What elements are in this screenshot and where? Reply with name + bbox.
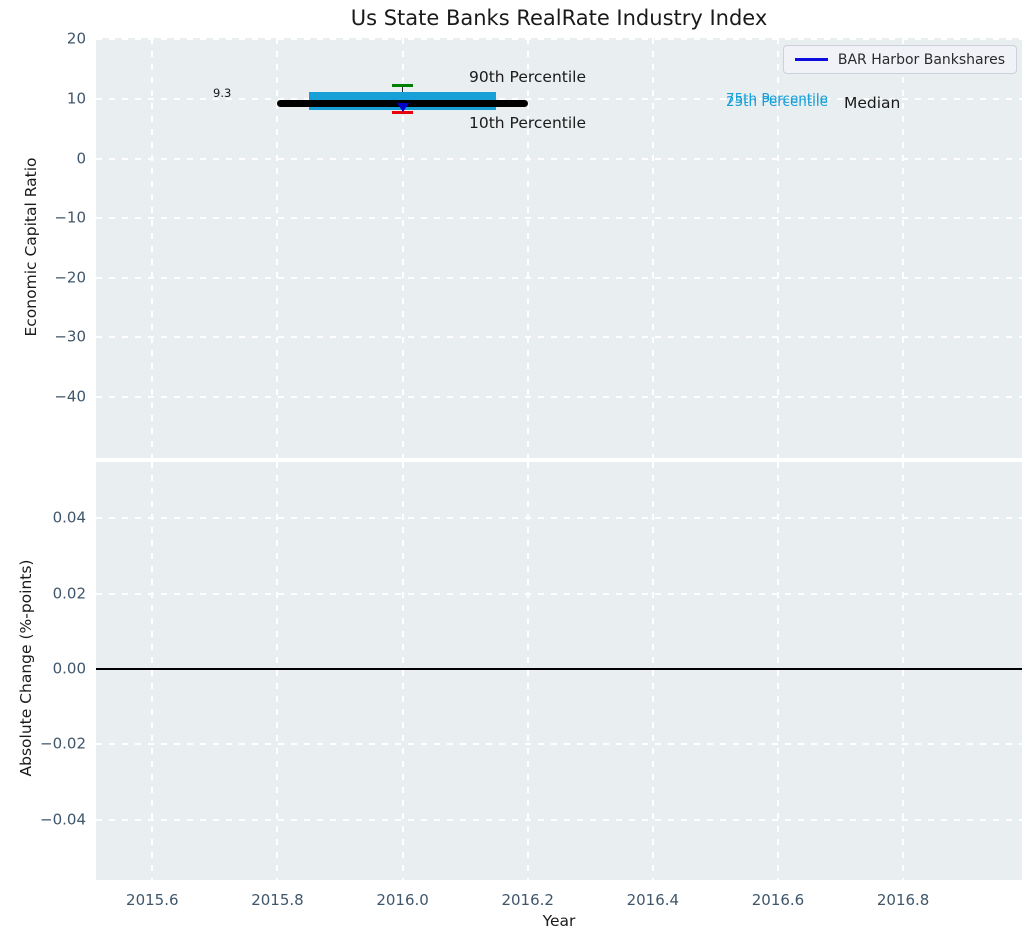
median-value-annotation: 9.3 [213,86,232,100]
p25-annotation: 25th Percentile [726,94,828,110]
gridline-vertical [151,462,154,880]
gridline-horizontal [96,97,1022,100]
p90-annotation: 90th Percentile [469,68,587,86]
gridline-horizontal [96,592,1022,595]
gridline-horizontal [96,157,1022,160]
p90-cap [392,83,414,88]
gridline-horizontal [96,396,1022,399]
gridline-vertical [651,462,654,880]
gridline-horizontal [96,517,1022,520]
top-y-tick-label: −30 [54,328,86,347]
top-y-tick-label: −40 [54,387,86,406]
x-tick-label: 2016.0 [376,891,429,909]
top-y-tick-label: 0 [76,149,86,168]
gridline-vertical [276,38,279,458]
gridline-vertical [902,462,905,880]
top-y-tick-label: −20 [54,268,86,287]
gridline-vertical [526,38,529,458]
bottom-y-axis-label: Absolute Change (%-points) [17,559,35,777]
x-axis-label: Year [542,912,576,930]
legend[interactable]: BAR Harbor Bankshares [782,45,1017,74]
company-marker [396,102,409,112]
gridline-vertical [776,38,779,458]
x-tick-label: 2016.6 [751,891,805,909]
gridline-horizontal [96,276,1022,279]
gridline-horizontal [96,217,1022,220]
p10-annotation: 10th Percentile [469,114,587,132]
gridline-vertical [401,462,404,880]
gridline-horizontal [96,38,1022,41]
p10-cap [392,110,414,115]
x-tick-label: 2015.6 [126,891,179,909]
top-y-axis-label: Economic Capital Ratio [22,157,40,337]
top-y-tick-label: 10 [66,89,86,108]
gridline-vertical [651,38,654,458]
top-y-tick-label: 20 [66,29,86,48]
x-tick-label: 2015.8 [251,891,304,909]
legend-line-sample-icon [794,58,828,61]
gridline-vertical [401,38,404,458]
gridline-vertical [776,462,779,880]
chart-title: Us State Banks RealRate Industry Index [350,6,768,30]
bottom-y-tick-label: 0.04 [52,509,86,528]
gridline-horizontal [96,743,1022,746]
bottom-y-tick-label: −0.02 [40,735,86,754]
p75-annotation: 75th Percentile [726,91,828,107]
gridline-vertical [526,462,529,880]
bottom-y-tick-label: 0.02 [52,584,86,603]
bottom-y-tick-label: 0.00 [52,659,86,678]
gridline-horizontal [96,336,1022,339]
gridline-vertical [151,38,154,458]
x-tick-label: 2016.8 [876,891,930,909]
x-tick-label: 2016.2 [501,891,554,909]
median-word-annotation: Median [844,94,901,112]
x-tick-label: 2016.4 [626,891,680,909]
gridline-horizontal [96,818,1022,821]
top-y-tick-label: −10 [54,208,86,227]
zero-baseline [96,668,1022,670]
gridline-vertical [902,38,905,458]
gridline-vertical [276,462,279,880]
top-axes [96,38,1022,458]
bottom-axes [96,462,1022,880]
legend-label: BAR Harbor Bankshares [837,51,1005,68]
bottom-y-tick-label: −0.04 [40,810,86,829]
